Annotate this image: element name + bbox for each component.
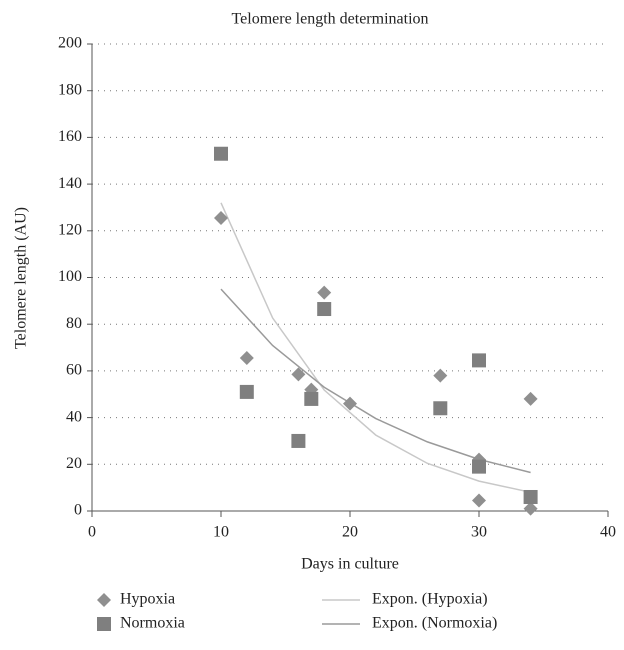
point — [291, 433, 306, 448]
y-tick-label: 0 — [74, 502, 82, 519]
point — [317, 302, 332, 317]
x-tick-label: 20 — [342, 524, 358, 541]
trendline — [220, 288, 531, 474]
y-tick-label: 140 — [58, 175, 82, 192]
x-tick-label: 10 — [213, 524, 229, 541]
x-tick-label: 30 — [471, 524, 487, 541]
point — [304, 391, 319, 406]
y-tick-label: 100 — [58, 268, 82, 285]
y-tick-label: 60 — [66, 362, 82, 379]
y-tick-label: 80 — [66, 315, 82, 332]
point — [433, 401, 448, 416]
legend-marker — [97, 617, 111, 631]
point — [343, 396, 357, 411]
legend-label: Hypoxia — [120, 591, 175, 608]
x-axis-label: Days in culture — [301, 556, 399, 573]
y-tick-label: 200 — [58, 35, 82, 52]
legend-label: Expon. (Hypoxia) — [372, 591, 488, 608]
y-tick-label: 120 — [58, 221, 82, 238]
point — [239, 384, 254, 399]
point — [433, 368, 448, 383]
point — [523, 489, 538, 504]
y-tick-label: 20 — [66, 455, 82, 472]
x-tick-label: 40 — [600, 524, 616, 541]
legend-label: Normoxia — [120, 615, 185, 632]
point — [239, 351, 254, 366]
y-tick-label: 180 — [58, 81, 82, 98]
y-axis-label: Telomere length (AU) — [13, 207, 30, 349]
point — [472, 353, 486, 368]
x-tick-label: 0 — [88, 524, 96, 541]
legend-marker — [97, 593, 111, 607]
point — [214, 146, 228, 161]
point — [291, 367, 306, 382]
point — [472, 459, 486, 474]
point — [472, 493, 486, 508]
point — [523, 501, 538, 516]
trendline — [220, 202, 531, 494]
chart-title: Telomere length determination — [231, 11, 428, 28]
point — [214, 210, 228, 225]
point — [523, 391, 538, 406]
y-tick-label: 160 — [58, 128, 82, 145]
y-tick-label: 40 — [66, 408, 82, 425]
legend-label: Expon. (Normoxia) — [372, 615, 497, 632]
point — [317, 285, 332, 300]
